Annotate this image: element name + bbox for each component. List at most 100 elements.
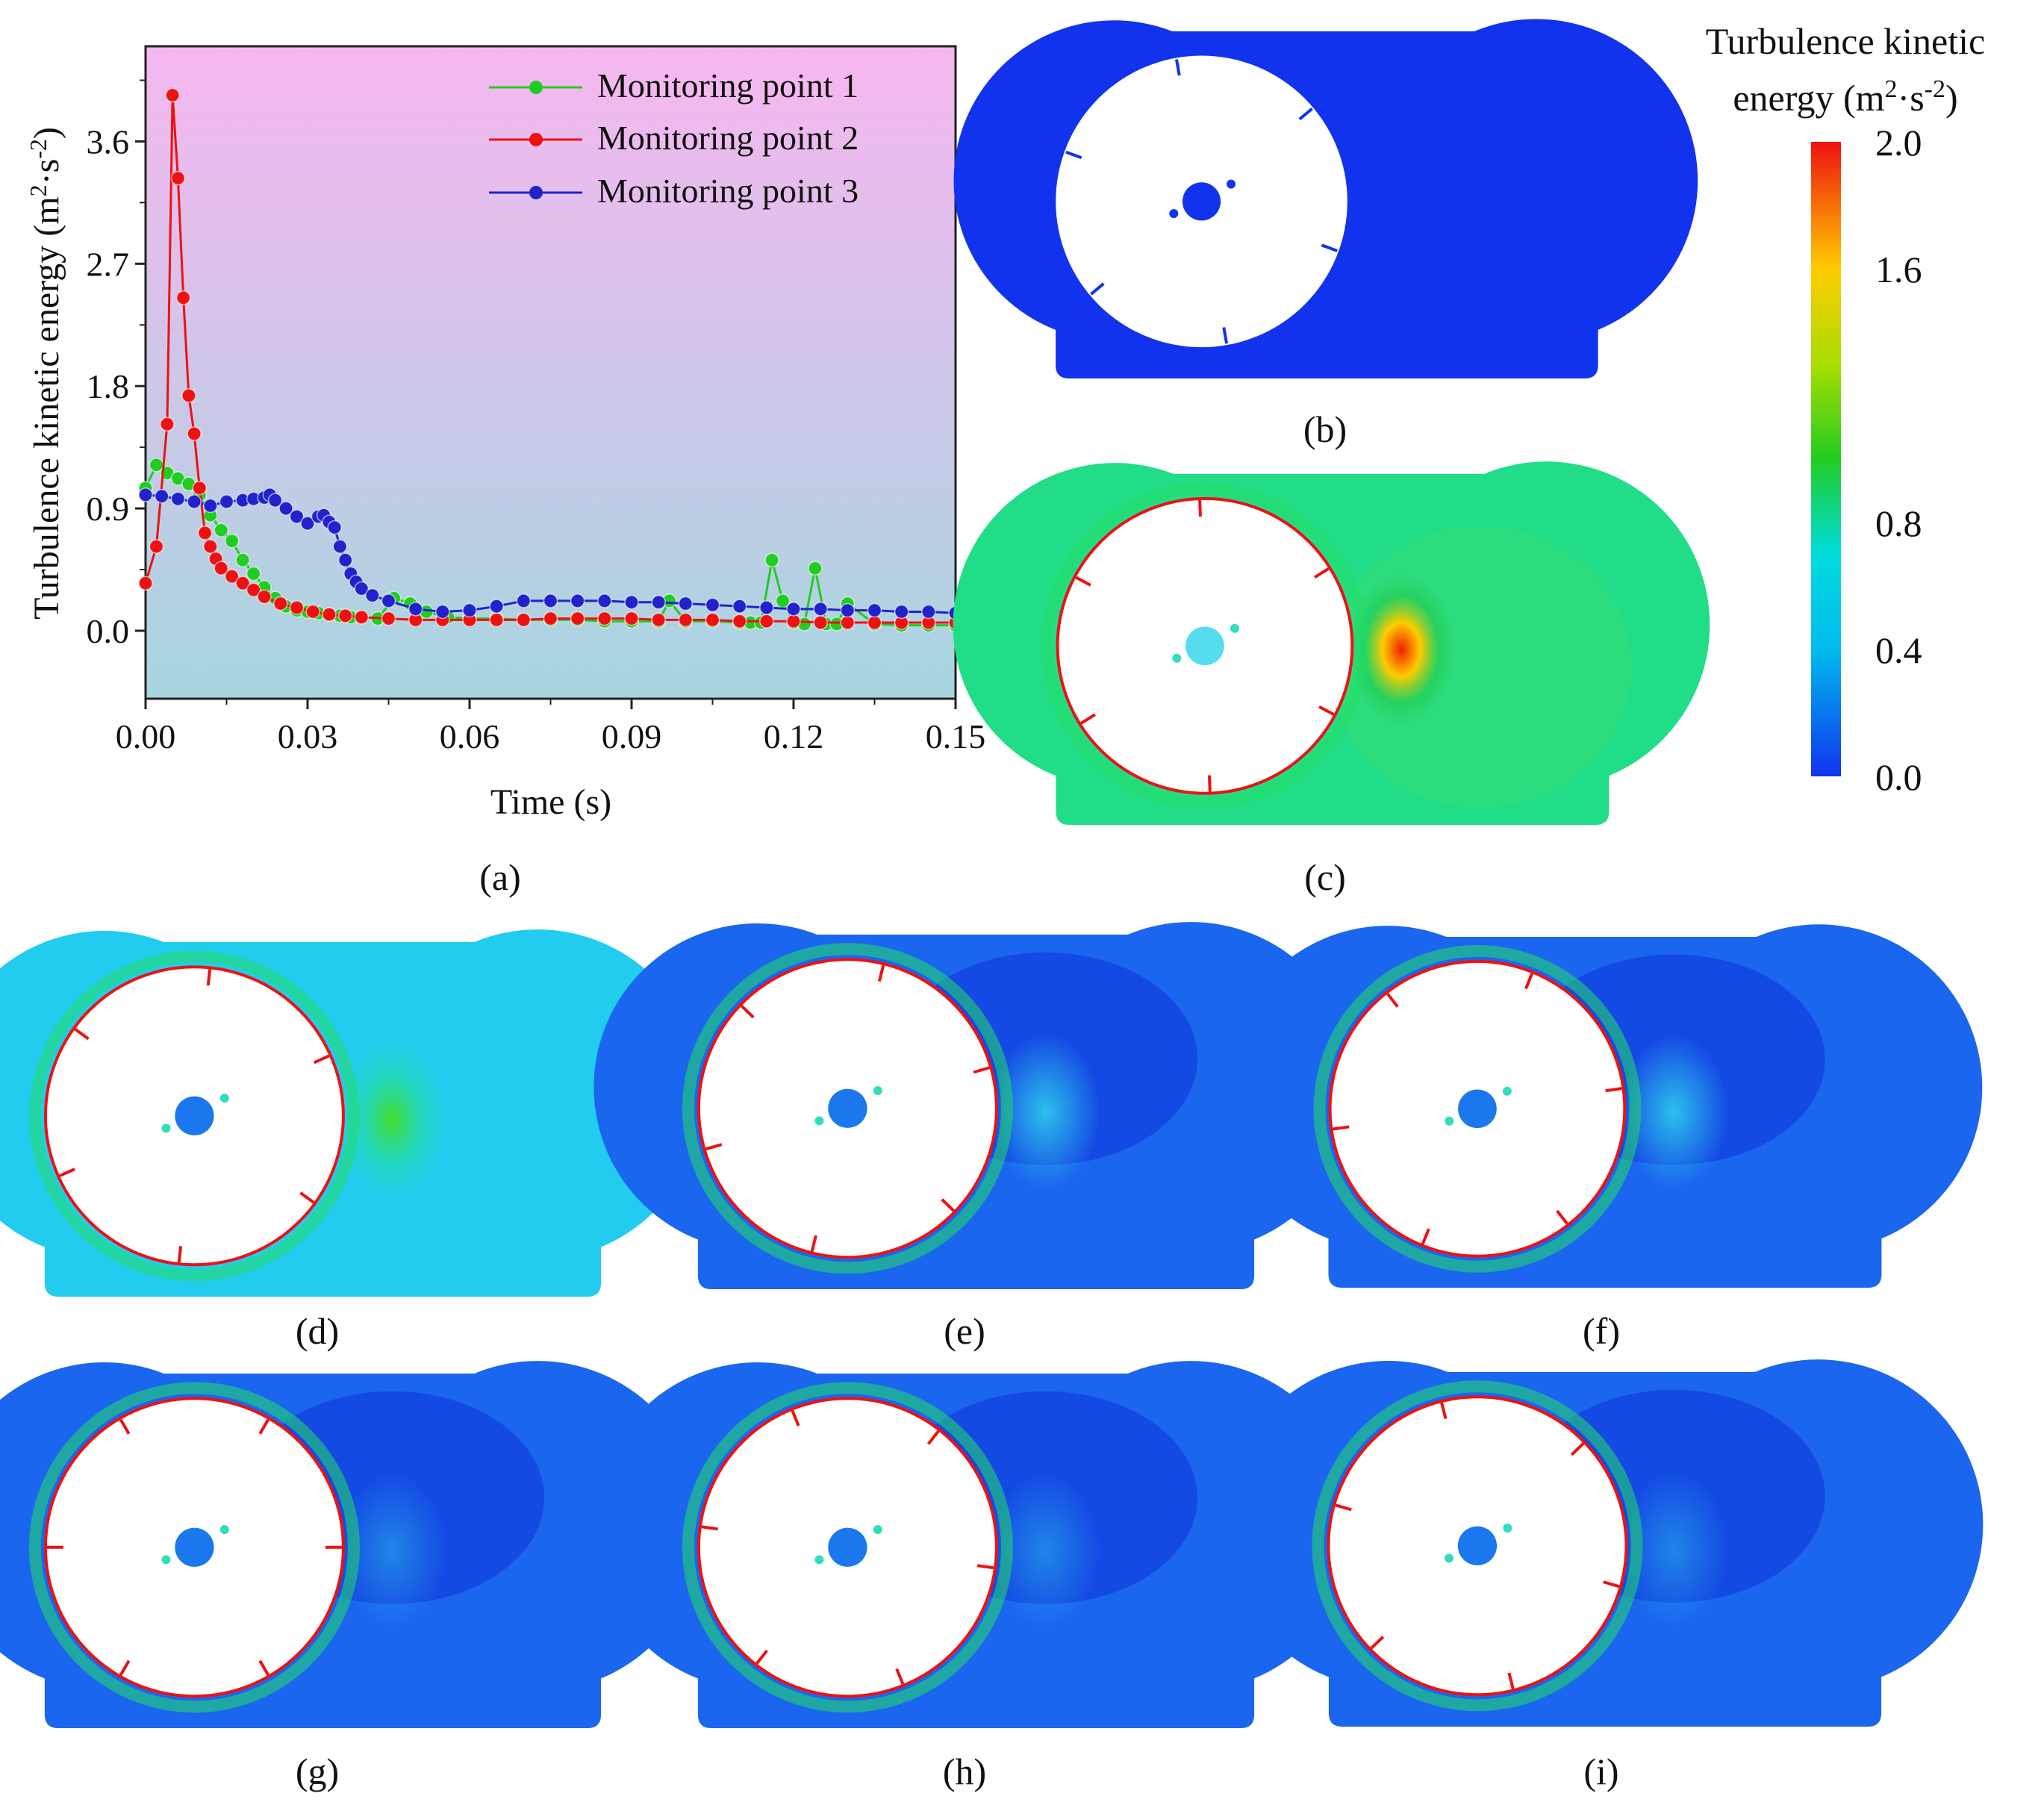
- data-point: [235, 552, 250, 568]
- series-2: [138, 87, 963, 630]
- data-point: [570, 611, 585, 626]
- monitor-dot: [219, 1525, 229, 1534]
- rotor-halo: [1041, 481, 1369, 810]
- data-point: [138, 487, 153, 502]
- data-point: [840, 602, 856, 618]
- data-point: [219, 494, 234, 509]
- data-point: [203, 539, 218, 554]
- rotor-blade: [1298, 107, 1313, 121]
- data-point: [381, 611, 396, 626]
- rotor-halo: [682, 1382, 1013, 1713]
- colorbar-title-sup1: 2: [1885, 75, 1898, 103]
- y-axis-label-mid: ·s: [27, 159, 66, 185]
- rotor-halo: [1312, 1380, 1643, 1712]
- hub: [175, 1527, 214, 1567]
- data-point: [354, 610, 370, 625]
- rotor-blade: [895, 1668, 905, 1685]
- rotor-blade: [1075, 576, 1091, 587]
- rotor-blade: [299, 1191, 315, 1204]
- monitor-dot: [814, 1555, 824, 1565]
- data-point: [337, 608, 353, 623]
- panel-label: (f): [1583, 1310, 1620, 1352]
- data-point: [187, 426, 202, 441]
- rotor-blade: [1421, 1228, 1430, 1245]
- rotor-blade: [313, 1054, 330, 1065]
- data-point: [651, 594, 666, 610]
- rotor-blade: [1440, 1402, 1448, 1419]
- legend-item-2: Monitoring point 2: [489, 119, 859, 157]
- contour-panel-f: (f): [1225, 924, 1983, 1352]
- data-point: [365, 587, 380, 603]
- rotor-blade: [1335, 1503, 1352, 1512]
- hub: [828, 1527, 867, 1567]
- data-point: [224, 534, 240, 549]
- monitor-dot: [161, 1123, 171, 1133]
- colorbar-gradient: [1811, 142, 1841, 776]
- panel-label: (g): [296, 1751, 339, 1792]
- rotor-blade: [206, 969, 212, 986]
- legend-label-3: Monitoring point 3: [597, 172, 859, 210]
- rotor-blade: [810, 1235, 817, 1252]
- data-point: [867, 602, 882, 618]
- legend-marker-1: [529, 81, 543, 94]
- panel-label: (h): [943, 1751, 986, 1792]
- rotor-blade: [1208, 775, 1212, 792]
- data-point: [489, 599, 504, 614]
- y-tick-label: 0.0: [87, 612, 130, 650]
- colorbar-title-mid: ·s: [1898, 77, 1925, 119]
- rotor-blade: [1318, 705, 1335, 716]
- legend-marker-3: [529, 186, 543, 199]
- data-point: [175, 290, 191, 305]
- rotor-blade: [740, 1005, 755, 1019]
- data-point: [278, 501, 293, 516]
- data-point: [181, 388, 196, 403]
- data-point: [543, 611, 558, 626]
- rotor-blade: [119, 1418, 131, 1435]
- data-point: [867, 615, 882, 630]
- data-point: [813, 615, 828, 630]
- legend-item-3: Monitoring point 3: [489, 172, 859, 210]
- contour-panel-d: (d): [0, 929, 703, 1352]
- monitor-dot: [1503, 1524, 1512, 1533]
- data-point: [289, 600, 305, 615]
- colorbar-title-end: ): [1945, 77, 1958, 119]
- x-tick-label: 0.12: [764, 717, 824, 755]
- rotor-blade: [1370, 1636, 1385, 1650]
- colorbar-ticks: 2.0 1.6 0.8 0.4 0.0: [1875, 122, 1922, 798]
- wake-vortex: [1347, 572, 1456, 727]
- monitor-dot: [1445, 1116, 1454, 1126]
- rotor-halo: [28, 950, 360, 1282]
- data-point: [170, 491, 186, 507]
- data-point: [192, 481, 208, 496]
- legend-item-1: Monitoring point 1: [489, 66, 859, 105]
- data-point: [257, 589, 272, 605]
- rotor-blade: [973, 1066, 990, 1074]
- panel-label: (c): [1304, 856, 1346, 898]
- x-tick-label: 0.06: [440, 717, 500, 755]
- contour-panels: (b) (c) (d) (e) (f) (g) (h) (i): [0, 19, 1984, 1792]
- rotor-blade: [1080, 713, 1096, 725]
- colorbar-title-main: energy (m: [1733, 77, 1884, 119]
- rotor-blade: [1333, 1125, 1350, 1131]
- data-point: [678, 612, 694, 628]
- chart-legend: Monitoring point 1 Monitoring point 2 Mo…: [489, 66, 859, 210]
- contour-panel-c: (c): [953, 461, 1710, 898]
- data-point: [170, 170, 186, 186]
- rotor-blade: [1605, 1087, 1622, 1093]
- hub: [1458, 1089, 1497, 1129]
- rotor-blade: [1313, 567, 1330, 579]
- x-tick-label: 0.09: [602, 717, 662, 755]
- data-point: [300, 516, 315, 531]
- data-point: [187, 494, 202, 509]
- data-point: [678, 596, 694, 611]
- data-point: [516, 612, 532, 628]
- contour-panel-g: (g): [0, 1361, 703, 1792]
- rotor-halo: [682, 943, 1013, 1274]
- data-point: [160, 417, 175, 431]
- colorbar-tick-label: 2.0: [1875, 122, 1922, 163]
- rotor-halo: [1313, 944, 1642, 1273]
- data-point: [322, 607, 337, 622]
- data-point: [764, 552, 779, 568]
- data-point: [462, 602, 477, 618]
